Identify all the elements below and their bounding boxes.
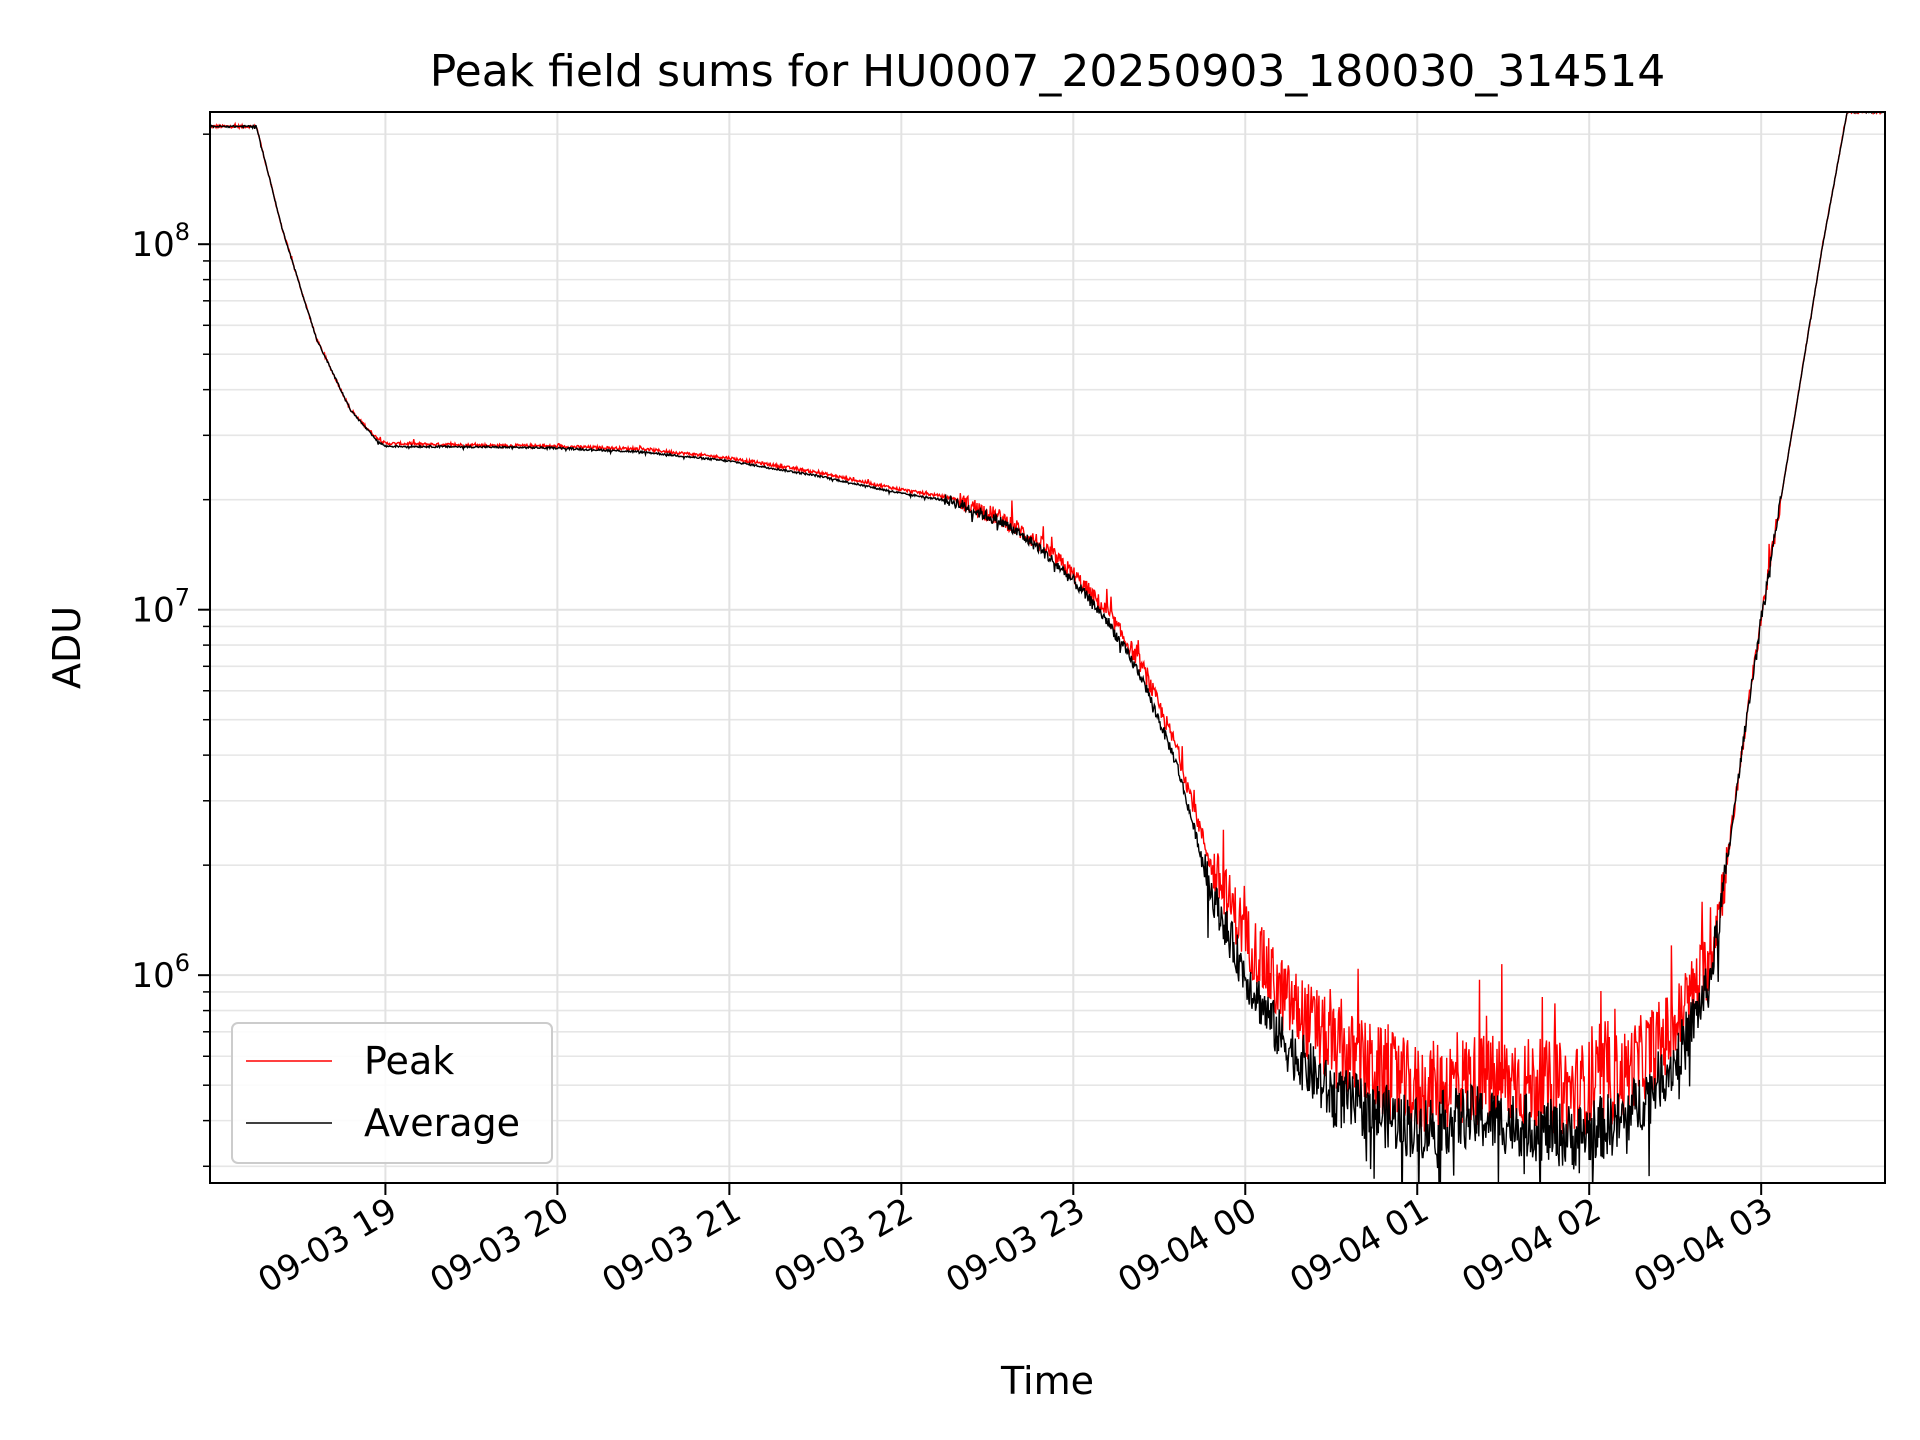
legend: Peak Average	[231, 1022, 553, 1164]
y-tick-label: 106	[131, 949, 190, 996]
y-tick-base: 10	[131, 591, 174, 631]
y-tick-exponent: 6	[175, 949, 190, 977]
y-tick-exponent: 7	[175, 584, 190, 612]
legend-label-average: Average	[364, 1101, 520, 1145]
series-line-peak	[210, 112, 1885, 1138]
chart-title: Peak field sums for HU0007_20250903_1800…	[430, 46, 1666, 97]
y-axis-label: ADU	[45, 606, 89, 689]
legend-box	[231, 1022, 553, 1164]
y-tick-base: 10	[131, 956, 174, 996]
y-tick-exponent: 8	[175, 218, 190, 246]
y-tick-label: 107	[131, 584, 190, 631]
x-axis-label: Time	[1000, 1359, 1094, 1403]
series-layer	[210, 112, 1885, 1183]
y-tick-label: 108	[131, 218, 190, 265]
plot-frame	[209, 111, 1886, 1184]
series-line-average	[210, 112, 1885, 1183]
legend-label-peak: Peak	[364, 1039, 454, 1083]
y-tick-base: 10	[131, 225, 174, 265]
